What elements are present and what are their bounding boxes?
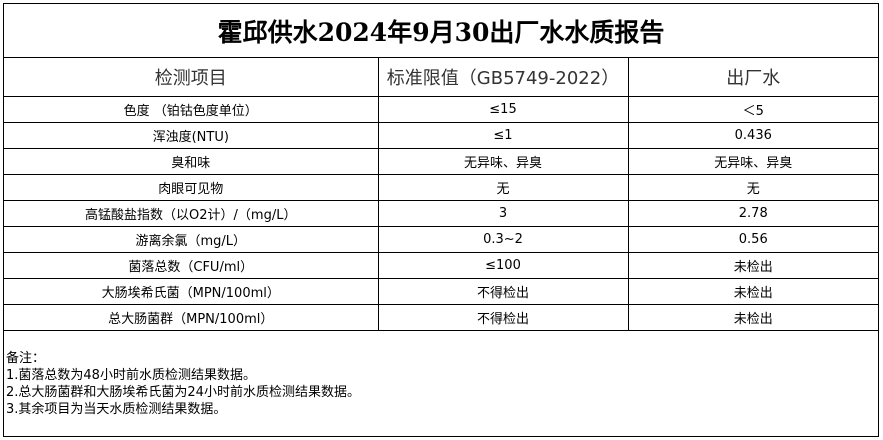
notes-heading: 备注： <box>6 351 46 366</box>
header-item: 检测项目 <box>4 57 379 97</box>
cell-item: 菌落总数（CFU/ml） <box>4 252 379 279</box>
cell-factory-water: 0.436 <box>627 122 878 149</box>
cell-item: 游离余氯（mg/L） <box>4 226 379 253</box>
cell-item: 臭和味 <box>4 148 379 175</box>
cell-item: 总大肠菌群（MPN/100ml） <box>4 304 379 331</box>
table-row: 高锰酸盐指数（以O2计）/（mg/L） 3 2.78 <box>4 200 878 227</box>
table-row: 浑浊度(NTU) ≤1 0.436 <box>4 122 878 149</box>
cell-factory-water: 未检出 <box>627 252 878 279</box>
cell-factory-water: 无异味、异臭 <box>627 148 878 175</box>
cell-item: 浑浊度(NTU) <box>4 122 379 149</box>
table-row: 肉眼可见物无无 <box>4 174 878 201</box>
cell-factory-water: 0.56 <box>627 226 878 253</box>
cell-standard-limit: 不得检出 <box>377 304 629 331</box>
cell-standard-limit: 3 <box>377 200 629 227</box>
cell-standard-limit: 无 <box>377 174 629 201</box>
cell-item: 大肠埃希氏菌（MPN/100ml） <box>4 278 379 305</box>
cell-item: 高锰酸盐指数（以O2计）/（mg/L） <box>4 200 379 227</box>
table-header-row: 检测项目 标准限值（GB5749-2022） 出厂水 <box>4 57 878 97</box>
note-item: 1.菌落总数为48小时前水质检测结果数据。 <box>6 368 256 383</box>
cell-item: 肉眼可见物 <box>4 174 379 201</box>
table-row: 总大肠菌群（MPN/100ml） 不得检出 未检出 <box>4 304 878 331</box>
cell-factory-water: 未检出 <box>627 304 878 331</box>
cell-standard-limit: ≤100 <box>377 252 629 279</box>
cell-factory-water: ＜5 <box>627 96 878 123</box>
table-row: 游离余氯（mg/L） 0.3~2 0.56 <box>4 226 878 253</box>
note-item: 2.总大肠菌群和大肠埃希氏菌为24小时前水质检测结果数据。 <box>6 385 360 400</box>
note-item: 3.其余项目为当天水质检测结果数据。 <box>6 402 227 417</box>
table-row: 大肠埃希氏菌（MPN/100ml） 不得检出 未检出 <box>4 278 878 305</box>
report-title: 霍邱供水2024年9月30出厂水水质报告 <box>4 4 878 58</box>
notes: 备注： 1.菌落总数为48小时前水质检测结果数据。 2.总大肠菌群和大肠埃希氏菌… <box>6 350 360 418</box>
cell-factory-water: 未检出 <box>627 278 878 305</box>
table-row: 臭和味 无异味、异臭 无异味、异臭 <box>4 148 878 175</box>
cell-factory-water: 2.78 <box>627 200 878 227</box>
table-row: 菌落总数（CFU/ml） ≤100 未检出 <box>4 252 878 279</box>
cell-standard-limit: ≤1 <box>377 122 629 149</box>
header-standard-limit: 标准限值（GB5749-2022） <box>377 57 629 97</box>
cell-standard-limit: ≤15 <box>377 96 629 123</box>
cell-factory-water: 无 <box>627 174 878 201</box>
cell-standard-limit: 0.3~2 <box>377 226 629 253</box>
report-sheet: 霍邱供水2024年9月30出厂水水质报告 检测项目 标准限值（GB5749-20… <box>3 3 879 437</box>
cell-item: 色度 （铂钴色度单位） <box>4 96 379 123</box>
cell-standard-limit: 无异味、异臭 <box>377 148 629 175</box>
water-quality-table: 检测项目 标准限值（GB5749-2022） 出厂水 色度 （铂钴色度单位） ≤1… <box>4 57 878 331</box>
table-row: 色度 （铂钴色度单位） ≤15 ＜5 <box>4 96 878 123</box>
header-factory-water: 出厂水 <box>627 57 878 97</box>
cell-standard-limit: 不得检出 <box>377 278 629 305</box>
